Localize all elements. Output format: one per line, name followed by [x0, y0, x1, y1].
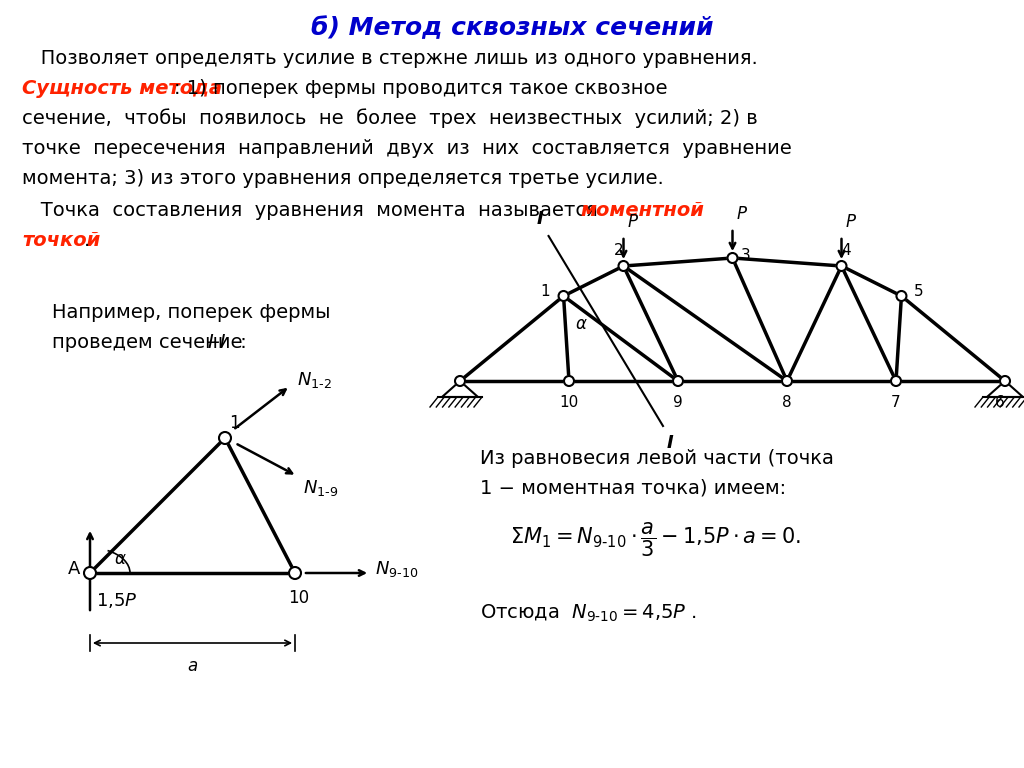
Text: Отсюда  $N_{9\text{-}10}=4{,}5P$ .: Отсюда $N_{9\text{-}10}=4{,}5P$ . [480, 602, 696, 624]
Text: 4: 4 [842, 243, 851, 258]
Circle shape [289, 567, 301, 579]
Text: 8: 8 [782, 395, 792, 410]
Circle shape [558, 291, 568, 301]
Circle shape [219, 432, 231, 444]
Text: 9: 9 [673, 395, 683, 410]
Text: Позволяет определять усилие в стержне лишь из одного уравнения.: Позволяет определять усилие в стержне ли… [22, 48, 758, 68]
Text: $N_{9\text{-}10}$: $N_{9\text{-}10}$ [375, 559, 418, 579]
Text: 10: 10 [289, 589, 309, 607]
Circle shape [564, 376, 574, 386]
Circle shape [891, 376, 901, 386]
Circle shape [837, 261, 847, 271]
Text: точкой: точкой [22, 231, 100, 250]
Circle shape [673, 376, 683, 386]
Circle shape [1000, 376, 1010, 386]
Text: $\Sigma M_1 = N_{9\text{-}10}\cdot \dfrac{a}{3} -1{,}5P\cdot a=0.$: $\Sigma M_1 = N_{9\text{-}10}\cdot \dfra… [510, 521, 801, 559]
Circle shape [618, 261, 629, 271]
Text: 1: 1 [229, 414, 240, 432]
Text: A: A [68, 560, 80, 578]
Text: Из равновесия левой части (точка: Из равновесия левой части (точка [480, 449, 834, 468]
Text: P: P [628, 213, 638, 231]
Text: α: α [575, 315, 587, 333]
Text: : 1) поперек фермы проводится такое сквозное: : 1) поперек фермы проводится такое скво… [174, 78, 668, 98]
Text: I: I [537, 210, 544, 228]
Text: 6: 6 [995, 395, 1005, 410]
Text: 2: 2 [613, 243, 624, 258]
Text: P: P [736, 205, 746, 223]
Text: б) Метод сквозных сечений: б) Метод сквозных сечений [310, 16, 714, 40]
Text: Сущность метода: Сущность метода [22, 78, 222, 98]
Text: 3: 3 [740, 247, 751, 263]
Text: 10: 10 [559, 395, 579, 410]
Text: 1: 1 [540, 284, 550, 300]
Text: моментной: моментной [580, 201, 703, 220]
Text: $1{,}5P$: $1{,}5P$ [96, 591, 137, 611]
Text: точке  пересечения  направлений  двух  из  них  составляется  уравнение: точке пересечения направлений двух из ни… [22, 138, 792, 157]
Text: α: α [115, 550, 126, 568]
Text: 1 − моментная точка) имеем:: 1 − моментная точка) имеем: [480, 478, 786, 498]
Text: a: a [186, 657, 198, 675]
Text: :: : [234, 333, 247, 353]
Text: 7: 7 [891, 395, 901, 410]
Circle shape [455, 376, 465, 386]
Text: P: P [846, 213, 855, 231]
Text: сечение,  чтобы  появилось  не  более  трех  неизвестных  усилий; 2) в: сечение, чтобы появилось не более трех н… [22, 108, 758, 127]
Text: 5: 5 [913, 284, 923, 300]
Text: .: . [84, 231, 90, 250]
Text: I-I: I-I [207, 333, 225, 353]
Text: момента; 3) из этого уравнения определяется третье усилие.: момента; 3) из этого уравнения определяе… [22, 168, 664, 187]
Text: Точка  составления  уравнения  момента  называется: Точка составления уравнения момента назы… [22, 201, 610, 220]
Text: $N_{1\text{-}9}$: $N_{1\text{-}9}$ [303, 478, 338, 498]
Text: $N_{1\text{-}2}$: $N_{1\text{-}2}$ [297, 370, 332, 390]
Circle shape [727, 253, 737, 263]
Text: I: I [667, 434, 674, 452]
Circle shape [782, 376, 792, 386]
Circle shape [84, 567, 96, 579]
Text: проведем сечение: проведем сечение [52, 333, 249, 353]
Text: Например, поперек фермы: Например, поперек фермы [52, 303, 331, 323]
Circle shape [896, 291, 906, 301]
